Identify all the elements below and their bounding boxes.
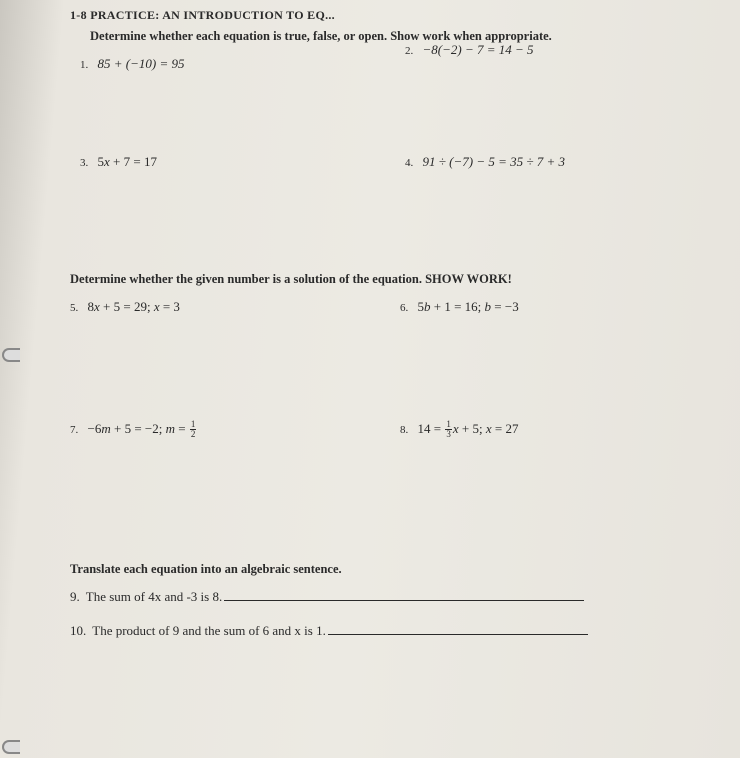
question-row: 5. 8x + 5 = 29; x = 3 6. 5b + 1 = 16; b …: [70, 297, 700, 317]
question-row: 1. 85 + (−10) = 95 2. −8(−2) − 7 = 14 − …: [70, 54, 700, 74]
question-number: 6.: [400, 302, 408, 314]
fraction: 13: [445, 420, 452, 439]
question-row: 3. 5x + 7 = 17 4. 91 ÷ (−7) − 5 = 35 ÷ 7…: [70, 152, 700, 172]
equation-text: −8(−2) − 7 = 14 − 5: [423, 42, 534, 57]
work-space: [70, 321, 700, 419]
instruction-section-3: Translate each equation into an algebrai…: [70, 562, 700, 577]
work-space: [70, 78, 700, 152]
worksheet-header: 1-8 PRACTICE: AN INTRODUCTION TO EQ...: [70, 8, 700, 23]
equation-text: 85 + (−10) = 95: [98, 56, 185, 71]
fraction-bot: 3: [445, 430, 452, 439]
question-4: 4. 91 ÷ (−7) − 5 = 35 ÷ 7 + 3: [375, 152, 700, 172]
question-number: 3.: [80, 157, 88, 169]
fraction: 12: [190, 420, 197, 439]
eq-part: = 3: [160, 299, 180, 314]
question-number: 5.: [70, 302, 78, 314]
question-2: 2. −8(−2) − 7 = 14 − 5: [375, 40, 700, 60]
question-3: 3. 5x + 7 = 17: [70, 152, 375, 172]
question-number: 9.: [70, 589, 80, 605]
answer-blank[interactable]: [224, 587, 584, 601]
question-1: 1. 85 + (−10) = 95: [70, 54, 375, 74]
bleed-through-text: [70, 546, 700, 558]
binder-ring: [2, 740, 20, 754]
eq-part: = −3: [491, 299, 519, 314]
eq-var: m: [101, 421, 110, 436]
question-number: 2.: [405, 45, 413, 57]
question-number: 4.: [405, 157, 413, 169]
worksheet-page: 1-8 PRACTICE: AN INTRODUCTION TO EQ... D…: [0, 0, 740, 758]
eq-part: + 5 = −2;: [111, 421, 166, 436]
question-number: 10.: [70, 623, 86, 639]
eq-part: =: [175, 421, 189, 436]
eq-part: + 5;: [459, 421, 486, 436]
equation-text: 91 ÷ (−7) − 5 = 35 ÷ 7 + 3: [423, 154, 566, 169]
question-text: The product of 9 and the sum of 6 and x …: [92, 623, 326, 639]
eq-part: + 7 = 17: [110, 154, 157, 169]
question-5: 5. 8x + 5 = 29; x = 3: [70, 297, 370, 317]
binder-ring: [2, 348, 20, 362]
work-space: [70, 446, 700, 540]
question-6: 6. 5b + 1 = 16; b = −3: [370, 297, 700, 317]
question-8: 8. 14 = 13x + 5; x = 27: [370, 419, 700, 442]
question-text: The sum of 4x and -3 is 8.: [86, 589, 222, 605]
eq-part: + 1 = 16;: [431, 299, 485, 314]
question-9: 9. The sum of 4x and -3 is 8.: [70, 587, 700, 605]
eq-part: −6: [88, 421, 102, 436]
question-row: 7. −6m + 5 = −2; m = 12 8. 14 = 13x + 5;…: [70, 419, 700, 442]
eq-part: + 5 = 29;: [100, 299, 154, 314]
eq-var: m: [166, 421, 175, 436]
question-number: 7.: [70, 424, 78, 436]
eq-part: = 27: [492, 421, 519, 436]
question-number: 8.: [400, 424, 408, 436]
fraction-bot: 2: [190, 430, 197, 439]
question-10: 10. The product of 9 and the sum of 6 an…: [70, 621, 700, 639]
question-7: 7. −6m + 5 = −2; m = 12: [70, 419, 370, 442]
answer-blank[interactable]: [328, 621, 588, 635]
eq-part: 14 =: [418, 421, 445, 436]
work-space: [70, 176, 700, 268]
question-number: 1.: [80, 59, 88, 71]
instruction-section-2: Determine whether the given number is a …: [70, 272, 700, 287]
